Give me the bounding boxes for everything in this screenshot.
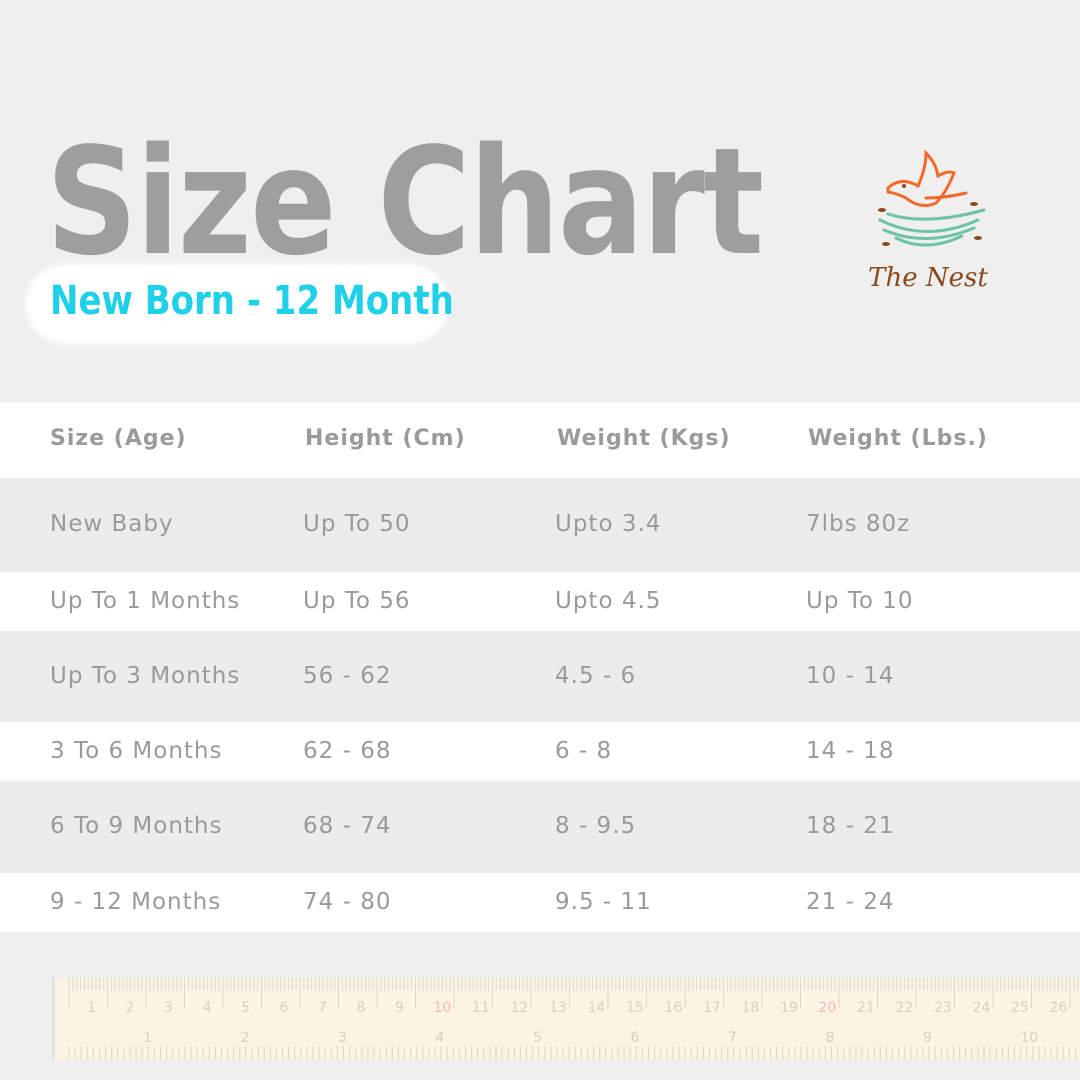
brand-logo: The Nest (866, 148, 990, 298)
table-header-row: Size (Age) Height (Cm) Weight (Kgs) Weight … (0, 402, 1080, 478)
table-cell: 74 - 80 (303, 888, 392, 915)
table-cell: Up To 56 (303, 587, 411, 614)
ruler-cm-label: 12 (511, 1000, 529, 1016)
table-row: 9 - 12 Months 74 - 80 9.5 - 11 21 - 24 (0, 873, 1080, 932)
ruler-inch-label: 4 (436, 1030, 445, 1046)
table-cell: 18 - 21 (806, 813, 895, 839)
ruler-cm-label: 14 (588, 1000, 606, 1016)
table-cell: Up To 3 Months (50, 662, 241, 689)
column-header: Weight (Lbs.) (808, 426, 988, 451)
table-cell: Up To 1 Months (50, 587, 241, 614)
ruler-cm-label: 25 (1011, 1000, 1029, 1016)
table-cell: 9.5 - 11 (555, 888, 652, 915)
ruler-cm-label: 20 (819, 1000, 837, 1016)
table-row: 6 To 9 Months 68 - 74 8 - 9.5 18 - 21 (0, 781, 1080, 873)
ruler-inch-label: 3 (338, 1030, 347, 1046)
table-cell: Up To 10 (806, 587, 914, 614)
ruler-cm-label: 2 (126, 1000, 135, 1016)
ruler-cm-label: 8 (357, 1000, 366, 1016)
table-cell: 8 - 9.5 (555, 813, 637, 839)
table-cell: Upto 3.4 (555, 511, 662, 537)
ruler-cm-label: 19 (780, 1000, 798, 1016)
ruler-cm-label: 23 (934, 1000, 952, 1016)
ruler-cm-label: 17 (703, 1000, 721, 1016)
ruler-inch-label: 9 (923, 1030, 932, 1046)
table-row: Up To 3 Months 56 - 62 4.5 - 6 10 - 14 (0, 631, 1080, 722)
table-row: Up To 1 Months Up To 56 Upto 4.5 Up To 10 (0, 572, 1080, 631)
table-cell: 4.5 - 6 (555, 662, 637, 689)
ruler-cm-label: 26 (1050, 1000, 1068, 1016)
column-header: Weight (Kgs) (557, 426, 731, 451)
ruler-inch-label: 6 (631, 1030, 640, 1046)
subtitle: New Born - 12 Month (50, 278, 454, 324)
table-cell: 6 - 8 (555, 737, 613, 764)
ruler-inch-label: 2 (241, 1030, 250, 1046)
table-cell: 14 - 18 (806, 737, 895, 764)
table-cell: 68 - 74 (303, 813, 392, 839)
ruler-cm-label: 1 (87, 1000, 96, 1016)
ruler-cm-label: 18 (742, 1000, 760, 1016)
table-cell: 21 - 24 (806, 888, 895, 915)
ruler-image: 1 2 3 4 5 6 7 8 9 10 11 12 13 14 15 16 17 18 19 20 21 22 23 24 2… (52, 978, 1080, 1060)
subtitle-badge (30, 268, 445, 340)
table-cell: 10 - 14 (806, 662, 895, 689)
table-row: 3 To 6 Months 62 - 68 6 - 8 14 - 18 (0, 722, 1080, 781)
ruler-inch-label: 8 (826, 1030, 835, 1046)
table-cell: 6 To 9 Months (50, 813, 223, 839)
ruler-cm-label: 7 (318, 1000, 327, 1016)
ruler-cm-label: 10 (434, 1000, 452, 1016)
table-cell: Upto 4.5 (555, 587, 662, 614)
ruler-cm-label: 24 (973, 1000, 991, 1016)
ruler-cm-label: 11 (472, 1000, 490, 1016)
column-header: Height (Cm) (305, 426, 466, 451)
table-cell: 7lbs 80z (806, 511, 911, 537)
ruler-cm-label: 6 (280, 1000, 289, 1016)
table-cell: New Baby (50, 511, 174, 537)
table-cell: 9 - 12 Months (50, 888, 222, 915)
ruler-cm-label: 16 (665, 1000, 683, 1016)
ruler-cm-label: 3 (164, 1000, 173, 1016)
table-row: New Baby Up To 50 Upto 3.4 7lbs 80z (0, 478, 1080, 572)
table-cell: 3 To 6 Months (50, 737, 223, 764)
table-cell: 62 - 68 (303, 737, 392, 764)
ruler-cm-label: 9 (395, 1000, 404, 1016)
ruler-cm-label: 4 (203, 1000, 212, 1016)
ruler-inch-label: 5 (533, 1030, 542, 1046)
ruler-cm-label: 15 (626, 1000, 644, 1016)
ruler-inch-label: 1 (143, 1030, 152, 1046)
column-header: Size (Age) (50, 426, 187, 451)
ruler-cm-label: 13 (549, 1000, 567, 1016)
page-title: Size Chart (46, 116, 764, 288)
ruler-cm-label: 22 (896, 1000, 914, 1016)
ruler-inch-label: 10 (1021, 1030, 1039, 1046)
brand-name: The Nest (868, 263, 988, 293)
ruler-inch-label: 7 (728, 1030, 737, 1046)
ruler-cm-label: 21 (857, 1000, 875, 1016)
table-cell: 56 - 62 (303, 662, 392, 689)
ruler-cm-label: 5 (241, 1000, 250, 1016)
table-cell: Up To 50 (303, 511, 411, 537)
